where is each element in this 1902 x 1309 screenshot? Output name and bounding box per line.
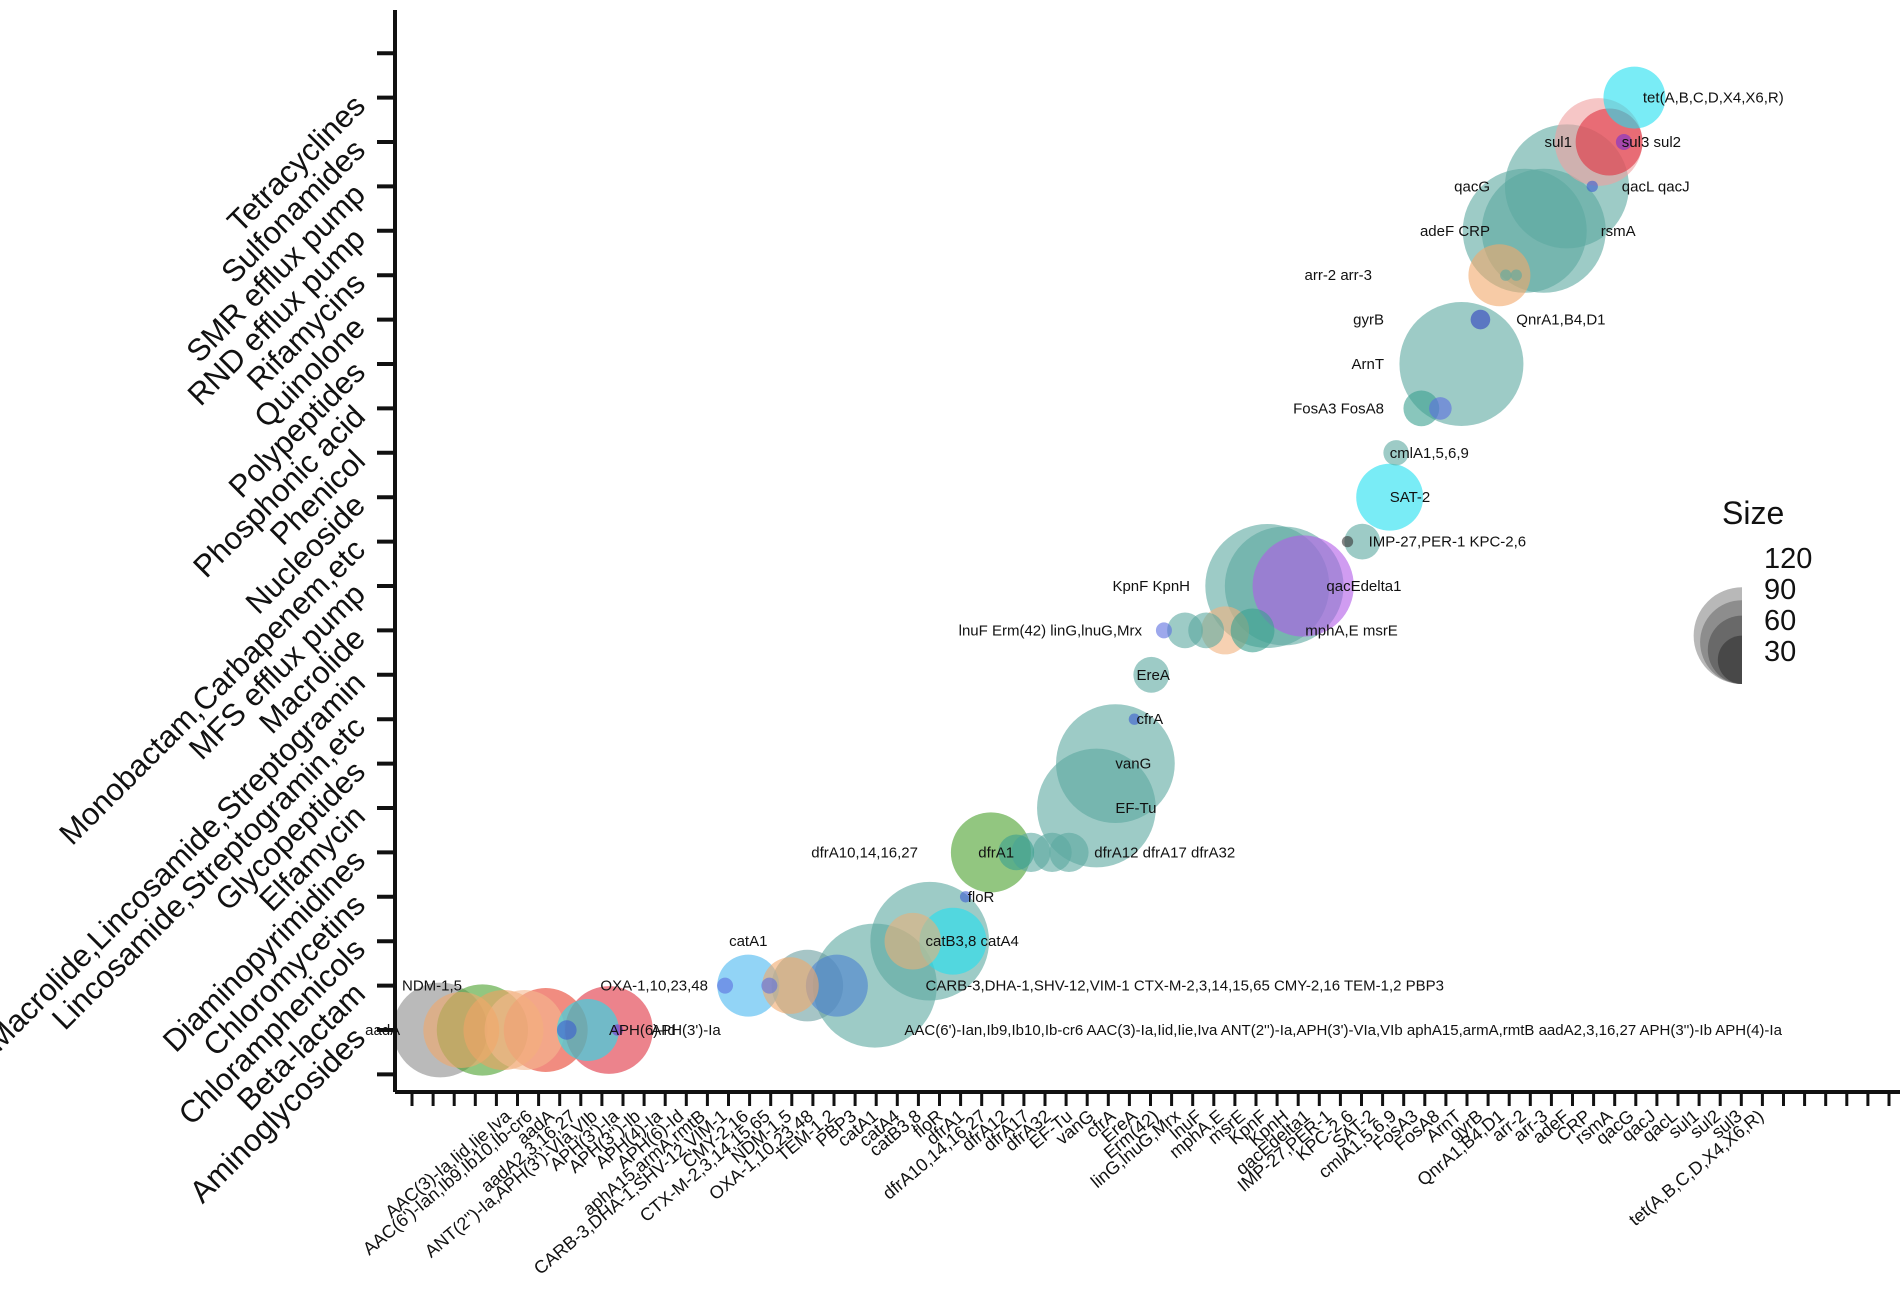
legend-title: Size [1722,495,1784,531]
bubble-dfra1 [950,812,1031,893]
x-label-layer: AAC(3)-Ia,Iid,Iie,IvaAAC(6')-Ian,Ib9,Ib1… [359,1105,1767,1278]
bubble-fosa3 [1403,390,1440,427]
bubble-arr-3 [1510,269,1522,281]
annotation-label: APH(3')-Ia [651,1022,721,1039]
bubble-aac-3-ia-iid-iie-iva [423,992,500,1068]
y-tick-layer [377,51,395,1077]
annotation-label: tet(A,B,C,D,X4,X6,R) [1643,90,1784,107]
annotation-label: NDM-1,5 [402,978,462,995]
bubble-dfra10-14-16-27 [998,834,1035,871]
legend-size-value: 30 [1764,636,1796,668]
bubble-cmla1-5-6-9 [1383,440,1409,466]
bubble-arr-2 [1500,269,1512,281]
annotation-label: vanG [1115,756,1151,773]
annotation-label: QnrA1,B4,D1 [1516,312,1605,329]
bubble-oxa-1-marker [761,977,778,994]
annotation-label: catA1 [729,933,767,950]
annotation-label: arr-2 arr-3 [1304,267,1372,284]
annotation-label: sul1 [1544,134,1572,151]
annotation-label: KpnF KpnH [1112,578,1190,595]
annotation-label: catB3,8 catA4 [926,933,1019,950]
bubble-kpc-2-6 [1344,523,1381,560]
annotation-label: sul3 sul2 [1622,134,1681,151]
bubble-cata1 [717,954,780,1017]
annotation-label: mphA,E msrE [1305,622,1398,639]
bubble-ling-lnug-mrx [1188,612,1225,649]
annotation-label: qacL qacJ [1622,178,1690,195]
bubble-sat-2 [1356,463,1424,531]
annotation-label: qacG [1454,178,1490,195]
bubble-sul2 [1615,133,1632,151]
legend-size-value: 120 [1764,543,1812,575]
bubble-qnra1-b4-d1 [1468,244,1531,307]
bubble-pbp3 [884,912,942,970]
bubbles-layer [392,66,1666,1078]
annotation-label: APH(6)-Id [609,1022,676,1039]
bubble-cfra [1128,713,1141,725]
bubble-tet-a-b-c-d-x4-x6-r- [1603,66,1666,129]
legend-mask [1742,540,1902,690]
annotation-label: ArnT [1351,356,1384,373]
bubble-erea [1133,656,1170,693]
annotation-label: dfrA10,14,16,27 [811,844,918,861]
bubble-apha15-arma-rmtb [484,989,565,1071]
bubble-imp-27-per-1 [1341,535,1354,548]
annotation-label: adeF CRP [1420,223,1490,240]
annotation-label: AAC(6')-Ian,Ib9,Ib10,Ib-cr6 AAC(3)-Ia,Ii… [904,1022,1782,1039]
bubble-gyrb [1470,309,1491,330]
axes-layer [393,10,1900,1094]
annotation-label: CARB-3,DHA-1,SHV-12,VIM-1 CTX-M-2,3,14,1… [926,978,1445,995]
annotation-label: floR [968,889,995,906]
bubble-cata4 [919,907,987,975]
annotation-label: EF-Tu [1115,800,1156,817]
bubble-qacedelta1 [1252,535,1354,637]
bubble-fosa8 [1429,397,1452,420]
annotation-label: EreA [1137,667,1170,684]
bubble-aph-3-ia [611,1024,624,1036]
annotation-label: aadA [365,1022,400,1039]
annotation-layer: NDM-1,5aadAOXA-1,10,23,48catA1APH(6)-IdA… [365,90,1784,1039]
legend-size-value: 60 [1764,605,1796,637]
annotation-label: cmlA1,5,6,9 [1390,445,1469,462]
bubble-cmy-2-16 [805,954,868,1017]
annotation-label: OXA-1,10,23,48 [600,978,708,995]
bubble-lnuf [1155,622,1172,639]
annotation-label: cfrA [1137,711,1164,728]
y-label-layer: AminoglycosidesBeta-lactamChloramphenico… [0,88,372,1210]
bubble-qacg [1586,180,1598,193]
annotation-label: qacEdelta1 [1326,578,1401,595]
annotation-label: gyrB [1353,312,1384,329]
legend-size-value: 90 [1764,574,1796,606]
annotation-label: FosA3 FosA8 [1293,400,1384,417]
bubble-oxa-1-10-23-48 [717,977,734,994]
annotation-label: SAT-2 [1390,489,1431,506]
annotation-label: IMP-27,PER-1 KPC-2,6 [1369,534,1527,551]
bubble-aph-3-ib [556,1020,577,1040]
bubble-vang [1056,704,1175,823]
annotation-label: dfrA12 dfrA17 dfrA32 [1094,844,1235,861]
bubble-aph-4-ia [556,999,619,1061]
bubble-dfra32 [1049,832,1089,873]
annotation-label: dfrA1 [978,844,1014,861]
annotation-label: lnuF Erm(42) linG,lnuG,Mrx [959,622,1143,639]
x-tick-layer [410,1092,1891,1106]
bubble-carb-3-dha-1-shv-12-vim-1 [762,957,819,1014]
annotation-label: rsmA [1601,223,1636,240]
bubble-msre [1230,608,1275,653]
bubble-flor [959,891,972,903]
